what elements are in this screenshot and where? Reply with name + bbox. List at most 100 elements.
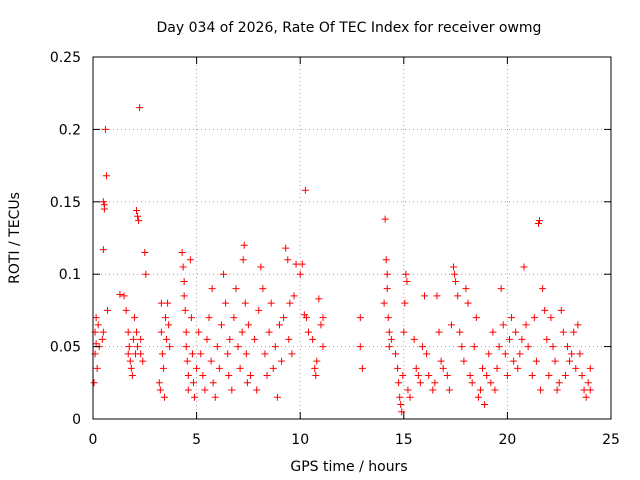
- data-point: [561, 372, 569, 380]
- data-point: [476, 386, 484, 394]
- x-tick-label: 10: [291, 432, 309, 448]
- data-point: [186, 256, 194, 264]
- data-point: [568, 350, 576, 358]
- data-point: [92, 340, 100, 348]
- data-point: [239, 256, 247, 264]
- data-point: [228, 386, 236, 394]
- data-point: [286, 299, 294, 307]
- data-point: [545, 372, 553, 380]
- x-tick-label: 5: [192, 432, 201, 448]
- data-point: [497, 285, 505, 293]
- data-point: [312, 372, 320, 380]
- data-point: [356, 314, 364, 322]
- data-point: [414, 372, 422, 380]
- data-point: [127, 364, 135, 372]
- data-point: [541, 306, 549, 314]
- data-point: [284, 256, 292, 264]
- data-point: [220, 270, 228, 278]
- data-point: [182, 343, 190, 351]
- data-point: [122, 306, 130, 314]
- data-point: [197, 350, 205, 358]
- data-point: [288, 350, 296, 358]
- data-point: [487, 379, 495, 387]
- data-point: [125, 343, 133, 351]
- data-point: [483, 372, 491, 380]
- data-point: [189, 379, 197, 387]
- data-point: [450, 263, 458, 271]
- data-point: [280, 314, 288, 322]
- data-point: [395, 379, 403, 387]
- data-point: [551, 357, 559, 365]
- data-point: [522, 321, 530, 329]
- data-point: [285, 335, 293, 343]
- data-point: [282, 244, 290, 252]
- data-point: [90, 379, 98, 387]
- data-point: [315, 295, 323, 303]
- y-tick-label: 0.05: [50, 340, 81, 356]
- data-point: [269, 364, 277, 372]
- data-point: [137, 350, 145, 358]
- data-point: [162, 314, 170, 322]
- data-point: [157, 299, 165, 307]
- data-point: [243, 379, 251, 387]
- data-point: [501, 350, 509, 358]
- data-point: [230, 314, 238, 322]
- data-point: [385, 328, 393, 336]
- data-point: [416, 379, 424, 387]
- data-point: [102, 172, 110, 180]
- data-point: [452, 277, 460, 285]
- data-point: [574, 321, 582, 329]
- data-point: [508, 314, 516, 322]
- data-point: [265, 328, 273, 336]
- data-point: [181, 306, 189, 314]
- data-point: [133, 328, 141, 336]
- data-point: [520, 263, 528, 271]
- data-point: [516, 350, 524, 358]
- data-point: [553, 386, 561, 394]
- data-point: [489, 328, 497, 336]
- data-point: [199, 372, 207, 380]
- data-point: [261, 350, 269, 358]
- data-point: [166, 343, 174, 351]
- data-point: [255, 306, 263, 314]
- data-point: [100, 201, 108, 209]
- data-point: [134, 212, 142, 220]
- data-point: [586, 364, 594, 372]
- data-point: [92, 314, 100, 322]
- data-point: [273, 393, 281, 401]
- data-point: [439, 364, 447, 372]
- data-point: [505, 335, 513, 343]
- x-tick-label: 25: [602, 432, 620, 448]
- data-point: [555, 379, 563, 387]
- data-point: [309, 335, 317, 343]
- data-point: [481, 401, 489, 409]
- data-point: [557, 306, 565, 314]
- data-point: [158, 350, 166, 358]
- data-point: [244, 321, 252, 329]
- data-point: [296, 270, 304, 278]
- data-point: [443, 372, 451, 380]
- x-tick-label: 15: [395, 432, 413, 448]
- data-point: [257, 263, 265, 271]
- data-point: [191, 393, 199, 401]
- data-point: [462, 285, 470, 293]
- data-point: [203, 335, 211, 343]
- data-point: [447, 321, 455, 329]
- data-point: [238, 328, 246, 336]
- data-point: [184, 372, 192, 380]
- data-point: [99, 198, 107, 206]
- data-point: [524, 343, 532, 351]
- data-point: [271, 343, 279, 351]
- data-point: [101, 125, 109, 133]
- data-point: [298, 260, 306, 268]
- y-tick-label: 0: [72, 412, 81, 428]
- x-tick-labels: 0 5 10 15 20 25: [89, 432, 620, 448]
- data-point: [205, 314, 213, 322]
- data-point: [425, 372, 433, 380]
- data-point: [472, 314, 480, 322]
- x-axis-label: GPS time / hours: [290, 459, 407, 475]
- data-point: [384, 314, 392, 322]
- data-point: [412, 364, 420, 372]
- data-point: [536, 217, 544, 225]
